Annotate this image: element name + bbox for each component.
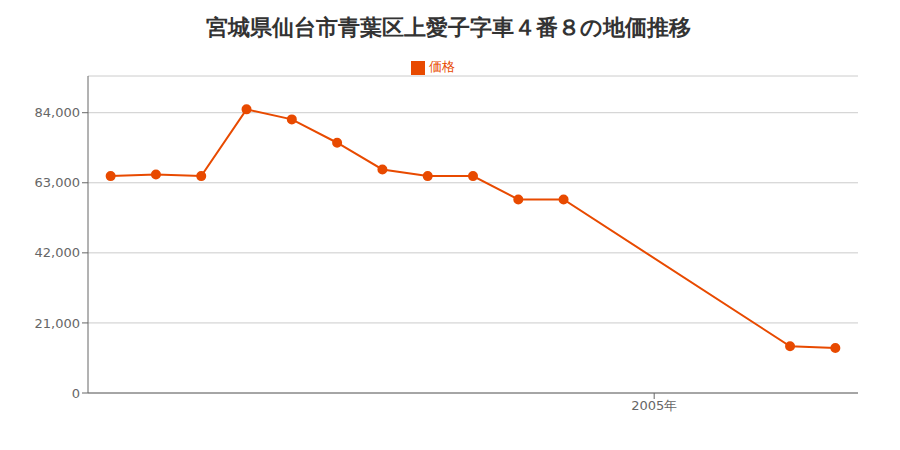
svg-text:21,000: 21,000 xyxy=(35,316,81,331)
html-text:価格: 価格 xyxy=(429,59,455,74)
svg-text:63,000: 63,000 xyxy=(35,175,81,190)
svg-text:2005年: 2005年 xyxy=(631,398,677,413)
svg-text:0: 0 xyxy=(72,386,80,401)
svg-text:42,000: 42,000 xyxy=(35,245,81,260)
html-text:宮城県仙台市青葉区上愛子字車４番８の地価推移: 宮城県仙台市青葉区上愛子字車４番８の地価推移 xyxy=(205,15,691,40)
svg-text:84,000: 84,000 xyxy=(35,105,81,120)
